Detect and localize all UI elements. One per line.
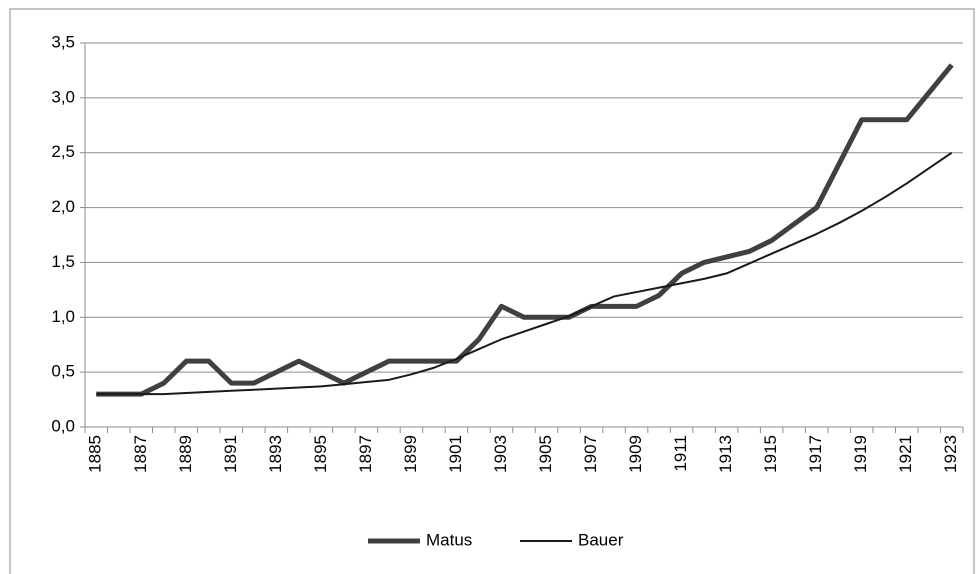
x-tick-label: 1907 <box>581 435 600 473</box>
y-tick-label: 2,5 <box>51 142 75 161</box>
x-tick-label: 1893 <box>266 435 285 473</box>
x-tick-label: 1903 <box>491 435 510 473</box>
chart-frame <box>9 8 975 574</box>
x-tick-label: 1901 <box>446 435 465 473</box>
x-tick-label: 1895 <box>311 435 330 473</box>
y-tick-label: 2,0 <box>51 197 75 216</box>
x-tick-label: 1921 <box>896 435 915 473</box>
x-tick-label: 1913 <box>716 435 735 473</box>
y-tick-label: 0,0 <box>51 416 75 435</box>
x-tick-label: 1911 <box>671 435 690 472</box>
x-tick-label: 1905 <box>536 435 555 473</box>
x-tick-label: 1887 <box>131 435 150 473</box>
x-tick-label: 1909 <box>626 435 645 473</box>
y-tick-label: 1,5 <box>51 252 75 271</box>
x-tick-label: 1919 <box>851 435 870 473</box>
series-line <box>96 63 954 397</box>
y-tick-label: 3,5 <box>51 32 75 51</box>
y-tick-label: 3,0 <box>51 87 75 106</box>
legend-label: Matus <box>426 530 472 549</box>
series-line <box>96 151 953 396</box>
x-tick-label: 1889 <box>176 435 195 473</box>
x-tick-label: 1915 <box>761 435 780 473</box>
x-tick-label: 1885 <box>86 435 105 473</box>
x-tick-label: 1917 <box>806 435 825 473</box>
x-tick-label: 1897 <box>356 435 375 473</box>
x-tick-label: 1899 <box>401 435 420 473</box>
legend-label: Bauer <box>578 530 624 549</box>
x-tick-label: 1891 <box>221 435 240 473</box>
y-tick-label: 0,5 <box>51 362 75 381</box>
x-tick-label: 1923 <box>941 435 960 473</box>
y-tick-label: 1,0 <box>51 307 75 326</box>
